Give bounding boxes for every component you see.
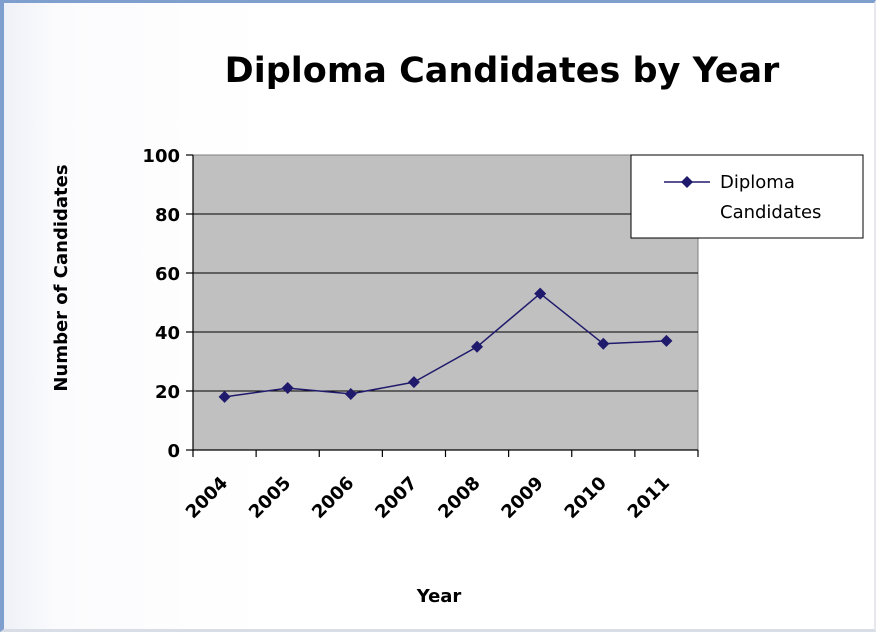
x-tick-label-2006: 2006 [308,473,358,523]
data-points [218,287,673,403]
y-tick-label-100: 100 [142,146,180,167]
x-tick-label-2009: 2009 [497,473,547,523]
y-tick-label-0: 0 [167,441,180,462]
x-tick-label-2007: 2007 [371,473,421,523]
data-point-2005 [281,382,294,395]
data-point-2006 [344,387,357,400]
data-point-2008 [471,340,484,353]
chart-title: Diploma Candidates by Year [225,51,780,91]
y-axis-title: Number of Candidates [51,164,72,391]
data-point-2009 [534,287,547,300]
y-axis-ticks: 0 20 40 60 80 100 [142,146,193,462]
legend-box [630,154,864,239]
legend: Diploma Candidates [630,154,864,239]
y-tick-label-60: 60 [155,264,180,285]
x-tick-label-2008: 2008 [434,473,484,523]
x-tick-label-2004: 2004 [182,473,232,523]
y-tick-label-20: 20 [155,382,180,403]
gridlines [193,213,698,392]
x-tick-label-2010: 2010 [561,473,611,523]
plot-area [192,154,699,451]
x-axis-ticks: 2004 2005 2006 2007 2008 2009 2010 2011 [182,450,699,523]
data-point-2004 [218,390,231,403]
legend-marker [681,176,693,188]
x-axis-title: Year [416,586,462,607]
y-tick-label-80: 80 [155,205,180,226]
x-tick-label-2011: 2011 [624,473,674,523]
data-point-2011 [660,334,673,347]
x-tick-label-2005: 2005 [245,473,295,523]
data-point-2010 [597,337,610,350]
legend-label-line1: Diploma [720,172,795,193]
series-line-diploma-candidates [224,292,667,398]
y-tick-label-40: 40 [155,323,180,344]
legend-label-line2: Candidates [720,202,821,223]
data-point-2007 [407,376,420,389]
